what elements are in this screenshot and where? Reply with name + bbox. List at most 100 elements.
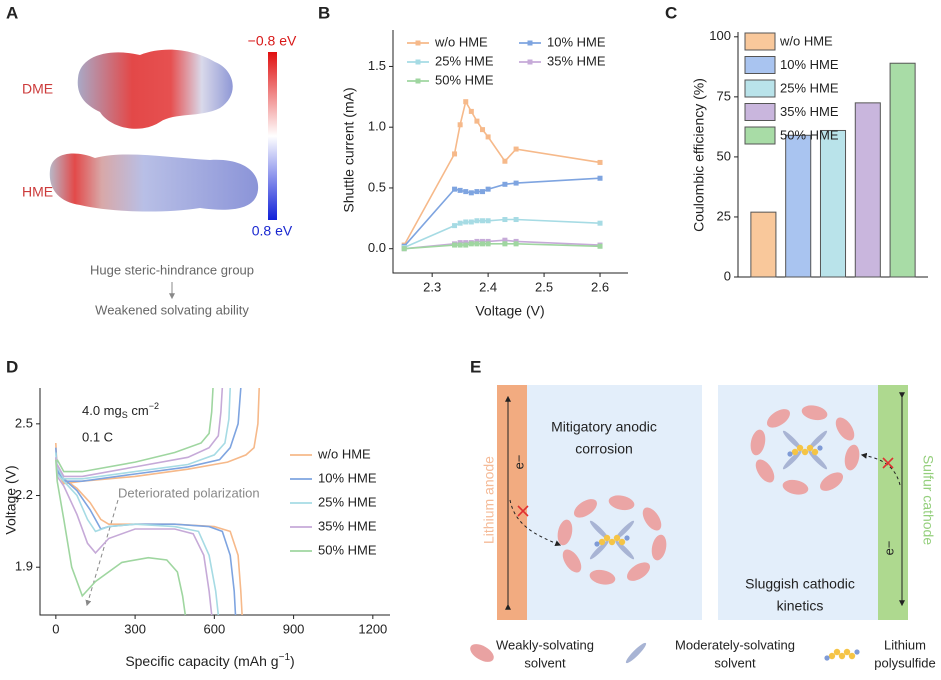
legend-icon [625, 642, 647, 664]
legend-text: 10% HME [547, 34, 606, 49]
label-part: −1 [279, 652, 291, 663]
anode [497, 385, 527, 620]
point [468, 108, 474, 114]
cross [517, 505, 529, 517]
legend-text: 25% HME [780, 80, 839, 95]
series-line [55, 387, 231, 616]
point [463, 242, 469, 248]
weak-solvent [562, 549, 582, 573]
moderate-solvent [782, 430, 802, 450]
point [463, 99, 469, 105]
point [474, 189, 480, 195]
legend-swatch [744, 32, 776, 51]
x-tick-label: 2.3 [423, 279, 441, 294]
legend-text: 50% HME [435, 72, 494, 87]
point [597, 175, 603, 181]
legend-text: 25% HME [435, 53, 494, 68]
legend-text: Lithium [884, 637, 926, 652]
weak-solvent [766, 409, 790, 428]
y-tick-label: 1.0 [368, 119, 386, 134]
point [485, 186, 491, 192]
electrolyte [718, 385, 878, 620]
weak-solvent [557, 519, 573, 546]
legend-icon [838, 652, 846, 660]
point [513, 146, 519, 152]
point [485, 241, 491, 247]
weak-solvent [750, 429, 766, 456]
legend-text: w/o HME [434, 34, 488, 49]
colorbar [268, 52, 277, 220]
legend-text: 10% HME [780, 57, 839, 72]
weak-solvent [642, 507, 662, 531]
hme-surface [49, 153, 259, 212]
legend-text: 50% HME [318, 542, 377, 557]
x-tick-label: 1200 [358, 621, 387, 636]
anode-text: Mitigatory anodic [551, 419, 657, 435]
weak-solvent [627, 562, 651, 581]
legend-text: solvent [524, 655, 566, 670]
panel-label: A [6, 3, 18, 22]
point [452, 242, 458, 248]
series-line [55, 387, 214, 616]
polysulfide-li [594, 541, 600, 547]
y-tick-label: 0 [724, 268, 731, 283]
polarization-arrow [85, 499, 119, 607]
weak-solvent [801, 405, 828, 421]
x-tick-label: 0 [52, 621, 59, 636]
legend-swatch [744, 103, 776, 121]
legend-marker [415, 40, 421, 46]
point [474, 218, 480, 224]
point [457, 122, 463, 128]
legend-marker [415, 78, 421, 84]
y-tick-label: 25 [717, 208, 731, 223]
annotation: 4.0 mgS cm−2 [82, 401, 159, 420]
point [457, 242, 463, 248]
point [597, 220, 603, 226]
weak-solvent [835, 417, 855, 441]
legend-icon [828, 652, 836, 660]
electron-label: e− [511, 455, 526, 470]
y-tick-label: 1.5 [368, 58, 386, 73]
point [468, 219, 474, 225]
molecule-label: HME [22, 184, 53, 200]
point [463, 189, 469, 195]
legend-text: polysulfide [874, 655, 935, 670]
point [474, 241, 480, 247]
label-part: ) [290, 653, 295, 669]
annotation: 0.1 C [82, 429, 113, 444]
point [452, 151, 458, 157]
legend-text: w/o HME [779, 33, 833, 48]
cathode [878, 385, 908, 620]
label-part: 4.0 mg [82, 403, 122, 418]
x-tick-label: 2.6 [591, 279, 609, 294]
polysulfide-s [603, 534, 611, 542]
bar [889, 62, 916, 278]
legend-swatch [744, 126, 776, 145]
x-axis-label: Voltage (V) [475, 303, 544, 319]
moderate-solvent [589, 540, 609, 560]
cathode-text: Sluggish cathodic [745, 576, 855, 592]
point [480, 127, 486, 133]
legend: Weakly-solvating solvent Moderately-solv… [470, 637, 936, 670]
y-tick-label: 0.0 [368, 240, 386, 255]
y-tick-label: 50 [717, 148, 731, 163]
polysulfide-s [796, 444, 804, 452]
label-part: S [122, 410, 128, 420]
point [502, 217, 508, 223]
legend-swatch [744, 79, 776, 98]
legend-icon [854, 649, 860, 655]
polysulfide-s [801, 448, 809, 456]
legend-text: w/o HME [317, 446, 371, 461]
y-axis-label: Voltage (V) [3, 465, 19, 534]
colorbar-label: 0.8 eV [252, 223, 293, 239]
polysulfide-s [791, 448, 799, 456]
point [485, 218, 491, 224]
cathode-text: kinetics [777, 598, 824, 614]
legend-icon [470, 644, 494, 662]
moderate-solvent [589, 520, 609, 540]
legend-text: solvent [714, 655, 756, 670]
label-part: Specific capacity (mAh g [125, 653, 278, 669]
bar [819, 129, 847, 278]
note: Huge steric-hindrance group [90, 262, 254, 277]
legend-text: 25% HME [318, 494, 377, 509]
